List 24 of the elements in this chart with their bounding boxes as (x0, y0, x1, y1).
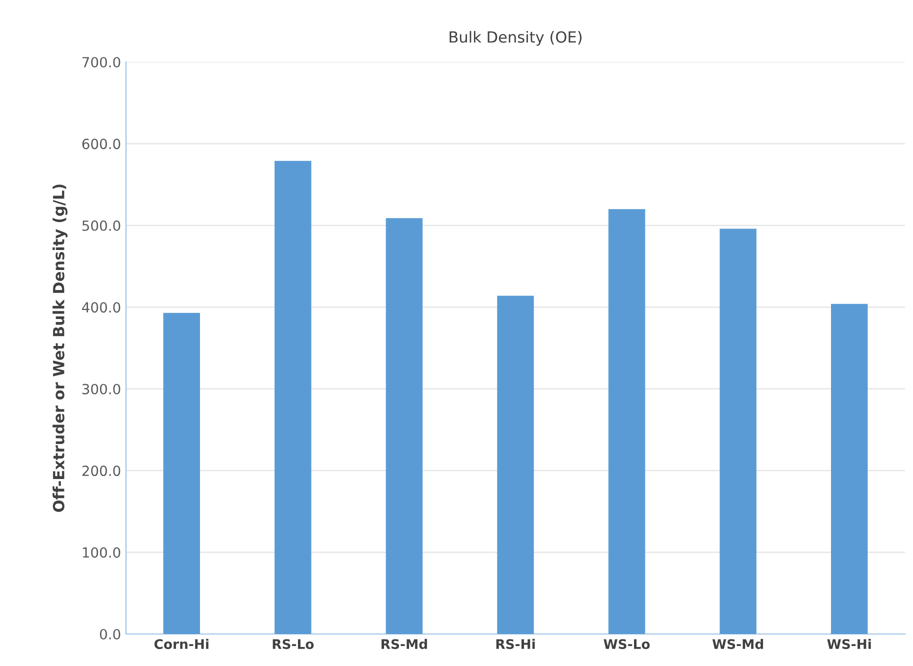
bar (274, 160, 312, 634)
x-tick-label: WS-Hi (827, 638, 871, 650)
bar (497, 296, 534, 634)
y-tick-label: 600.0 (82, 138, 120, 150)
bar (720, 228, 756, 634)
y-tick-label: 300.0 (82, 384, 120, 394)
bar (386, 218, 423, 634)
x-tick-label: RS-Md (382, 638, 427, 650)
x-tick-label: WS-Lo (604, 639, 650, 650)
y-tick-label: 500.0 (82, 220, 120, 231)
bar (608, 209, 646, 634)
y-axis-title: Off-Extruder or Wet Bulk Density (g/L) (52, 184, 68, 512)
y-tick-label: 100.0 (82, 547, 120, 558)
x-tick-label: RS-Hi (496, 638, 535, 650)
y-tick-label: 700.0 (82, 56, 120, 68)
x-tick-label: WS-Md (712, 638, 764, 650)
bar (163, 312, 200, 634)
y-tick-label: 0.0 (100, 628, 120, 640)
chart-title: Bulk Density (OE) (450, 30, 582, 46)
y-tick-label: 200.0 (82, 466, 120, 476)
bar (830, 304, 868, 634)
x-tick-label: RS-Lo (272, 639, 314, 650)
x-tick-label: Corn-Hi (154, 638, 208, 650)
y-tick-label: 400.0 (82, 302, 120, 313)
